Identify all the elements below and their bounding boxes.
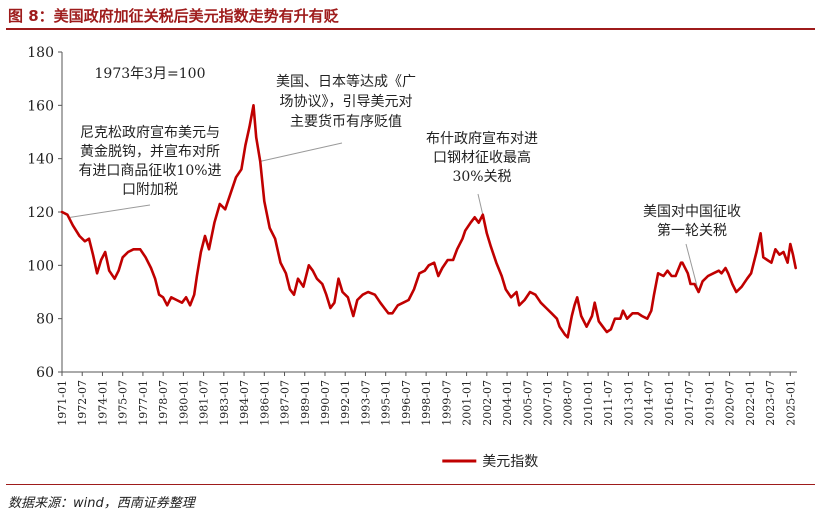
- annotation-bush-line: 布什政府宣布对进: [426, 131, 538, 147]
- annotation-nixon-line: 有进口商品征收10%进: [78, 163, 221, 179]
- plot-area: [60, 104, 797, 339]
- x-tick-label: 1975-07: [117, 380, 130, 426]
- x-tick-label: 2019-01: [703, 380, 716, 426]
- figure-title: 图 8：美国政府加征关税后美元指数走势有升有贬: [8, 7, 339, 25]
- x-tick-label: 1999-07: [440, 380, 453, 426]
- x-tick-label: 1998-01: [420, 380, 433, 426]
- x-tick-label: 1986-01: [258, 380, 271, 426]
- annotation-bush-line: 30%关税: [452, 169, 511, 185]
- x-tick-label: 2013-01: [622, 380, 635, 426]
- annotation-bush-line: 口钢材征收最高: [433, 149, 531, 166]
- x-tick-label: 1987-07: [279, 380, 292, 426]
- x-tick-label: 2023-07: [764, 380, 777, 426]
- data-source-note: 数据来源：wind，西南证券整理: [8, 496, 195, 511]
- y-tick-label: 180: [27, 45, 54, 61]
- leader-nixon: [70, 204, 151, 218]
- annotation-leader-lines: [70, 142, 700, 293]
- legend-label: 美元指数: [482, 454, 538, 470]
- x-tick-label: 2010-01: [582, 380, 595, 426]
- x-tick-label: 1972-07: [76, 380, 89, 426]
- chart-legend: 美元指数: [442, 454, 538, 470]
- y-tick-label: 100: [27, 258, 54, 274]
- y-tick-label: 120: [27, 205, 54, 221]
- y-tick-label: 160: [27, 98, 54, 114]
- x-tick-label: 2008-07: [562, 380, 575, 426]
- x-tick-label: 2020-07: [724, 380, 737, 426]
- x-tick-label: 1980-01: [177, 380, 190, 426]
- annotation-china-line: 美国对中国征收: [643, 204, 741, 220]
- x-tick-label: 1971-01: [56, 380, 69, 426]
- y-tick-label: 60: [36, 365, 54, 381]
- x-tick-label: 2014-07: [643, 380, 656, 426]
- x-tick-label: 2004-01: [501, 380, 514, 426]
- x-tick-label: 1996-07: [400, 380, 413, 426]
- usd-index-line-chart: 60 80 100 120 140 160 180 1971-01 1972-07 1974-01…: [27, 45, 797, 470]
- x-tick-label: 2022-01: [744, 380, 757, 426]
- x-tick-label: 1989-01: [299, 380, 312, 426]
- x-tick-label: 1983-01: [218, 380, 231, 426]
- y-tick-label: 140: [27, 152, 54, 168]
- leader-plaza: [260, 142, 343, 162]
- x-tick-label: 1984-07: [238, 380, 251, 426]
- annotation-china-line: 第一轮关税: [657, 222, 727, 239]
- x-tick-label: 1981-07: [198, 380, 211, 426]
- y-tick-label: 80: [36, 312, 54, 328]
- x-tick-label: 1978-07: [157, 380, 170, 426]
- leader-bush: [477, 193, 484, 215]
- x-tick-label: 1990-07: [319, 380, 332, 426]
- x-tick-label: 1992-01: [339, 380, 352, 426]
- annotation-plaza-line: 主要货币有序贬值: [290, 113, 402, 130]
- x-tick-label: 1977-01: [137, 380, 150, 426]
- annotation-plaza-line: 美国、日本等达成《广: [276, 73, 416, 90]
- x-tick-label: 2017-07: [683, 380, 696, 426]
- annotation-nixon-line: 口附加税: [122, 182, 178, 198]
- x-tick-label: 2002-07: [481, 380, 494, 426]
- x-tick-label: 1974-01: [96, 380, 109, 426]
- leader-china: [685, 243, 700, 293]
- x-tick-label: 2007-01: [542, 380, 555, 426]
- annotation-plaza-line: 场协议》，引导美元对: [280, 94, 413, 110]
- x-tick-label: 2016-01: [663, 380, 676, 426]
- x-tick-label: 2011-07: [602, 380, 615, 426]
- annotation-nixon-line: 尼克松政府宣布美元与: [80, 125, 220, 141]
- title-divider: [6, 28, 815, 30]
- x-tick-label: 2025-01: [784, 380, 797, 426]
- x-tick-label: 1993-07: [359, 380, 372, 426]
- annotation-nixon-line: 黄金脱钩，并宣布对所: [80, 143, 220, 160]
- x-tick-label: 1995-01: [380, 380, 393, 426]
- x-tick-label: 2005-07: [521, 380, 534, 426]
- chart-axes: 60 80 100 120 140 160 180 1971-01 1972-07 1974-01…: [27, 45, 797, 426]
- series-line-0: [60, 104, 797, 339]
- annotation-texts: 1973年3月=100 尼克松政府宣布美元与黄金脱钩，并宣布对所有进口商品征收10…: [78, 66, 741, 239]
- footer-divider: [6, 484, 815, 485]
- annotation-base-line: 1973年3月=100: [95, 66, 206, 82]
- x-tick-label: 2001-01: [461, 380, 474, 426]
